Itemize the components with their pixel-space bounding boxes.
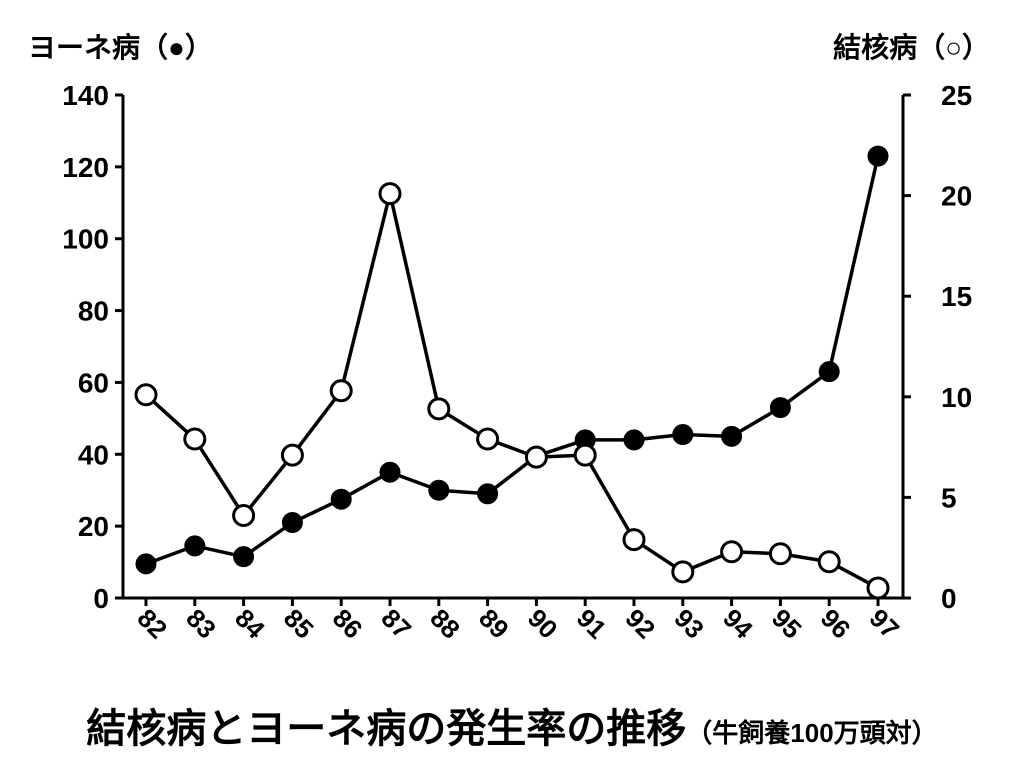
chart-series-lines (144, 155, 880, 590)
series-line-johnes (145, 155, 880, 566)
chart-markers (134, 145, 890, 600)
tuberculosis-point (427, 397, 451, 421)
right-tick-label: 25 (941, 80, 972, 111)
x-tick-label: 83 (180, 603, 222, 645)
tuberculosis-point (378, 182, 402, 206)
x-tick-label: 86 (327, 603, 369, 645)
left-tick-label: 0 (93, 583, 109, 614)
x-tick-label: 91 (571, 603, 613, 645)
left-tick-label: 100 (62, 224, 109, 255)
x-tick-label: 97 (864, 603, 906, 645)
chart-subtitle: （牛飼養100万頭対） (686, 718, 937, 748)
johnes-point (818, 361, 840, 383)
x-tick-label: 96 (815, 603, 857, 645)
johnes-point (721, 425, 743, 447)
johnes-point (330, 488, 352, 510)
x-tick-label: 94 (717, 603, 759, 645)
right-tick-label: 5 (941, 482, 957, 513)
chart-labels: ヨーネ病（●） 結核病（○） 結核病とヨーネ病の発生率の推移（牛飼養100万頭対… (28, 31, 990, 751)
tuberculosis-point (671, 560, 695, 584)
right-tick-label: 0 (941, 583, 957, 614)
johnes-point (135, 553, 157, 575)
x-tick-label: 88 (424, 603, 466, 645)
right-tick-label: 20 (941, 181, 972, 212)
x-tick-label: 92 (620, 603, 662, 645)
x-tick-label: 95 (766, 603, 808, 645)
tuberculosis-point (573, 443, 597, 467)
left-tick-label: 120 (62, 152, 109, 183)
johnes-point (623, 429, 645, 451)
johnes-point (281, 512, 303, 534)
tuberculosis-point (768, 542, 792, 566)
johnes-point (428, 479, 450, 501)
johnes-point (867, 145, 889, 167)
left-tick-label: 60 (78, 367, 109, 398)
chart-title-row: 結核病とヨーネ病の発生率の推移（牛飼養100万頭対） (86, 707, 937, 751)
tuberculosis-point (866, 576, 890, 600)
tuberculosis-point (329, 379, 353, 403)
left-axis-label: ヨーネ病（●） (28, 31, 213, 63)
series-line-tuberculosis (144, 191, 879, 590)
tuberculosis-point (232, 504, 256, 528)
tuberculosis-point (134, 383, 158, 407)
chart-title: 結核病とヨーネ病の発生率の推移 (86, 707, 686, 751)
johnes-point (477, 483, 499, 505)
tuberculosis-point (476, 427, 500, 451)
right-tick-label: 10 (941, 382, 972, 413)
right-axis-label: 結核病（○） (833, 31, 990, 63)
x-tick-label: 85 (278, 603, 320, 645)
tuberculosis-point (720, 540, 744, 564)
johnes-point (233, 546, 255, 568)
x-tick-label: 84 (229, 603, 271, 645)
left-tick-label: 20 (78, 511, 109, 542)
johnes-point (769, 397, 791, 419)
johnes-point (672, 424, 694, 446)
left-tick-label: 140 (62, 80, 109, 111)
tuberculosis-point (183, 427, 207, 451)
right-tick-label: 15 (941, 281, 972, 312)
left-tick-label: 40 (78, 439, 109, 470)
x-tick-label: 82 (132, 603, 174, 645)
johnes-point (379, 461, 401, 483)
tuberculosis-point (817, 550, 841, 574)
tuberculosis-point (280, 443, 304, 467)
x-tick-label: 87 (376, 603, 418, 645)
tuberculosis-point (524, 445, 548, 469)
tuberculosis-point (622, 528, 646, 552)
x-tick-label: 90 (522, 603, 564, 645)
x-tick-label: 93 (668, 603, 710, 645)
left-tick-label: 80 (78, 296, 109, 327)
johnes-point (184, 535, 206, 557)
x-tick-label: 89 (473, 603, 515, 645)
